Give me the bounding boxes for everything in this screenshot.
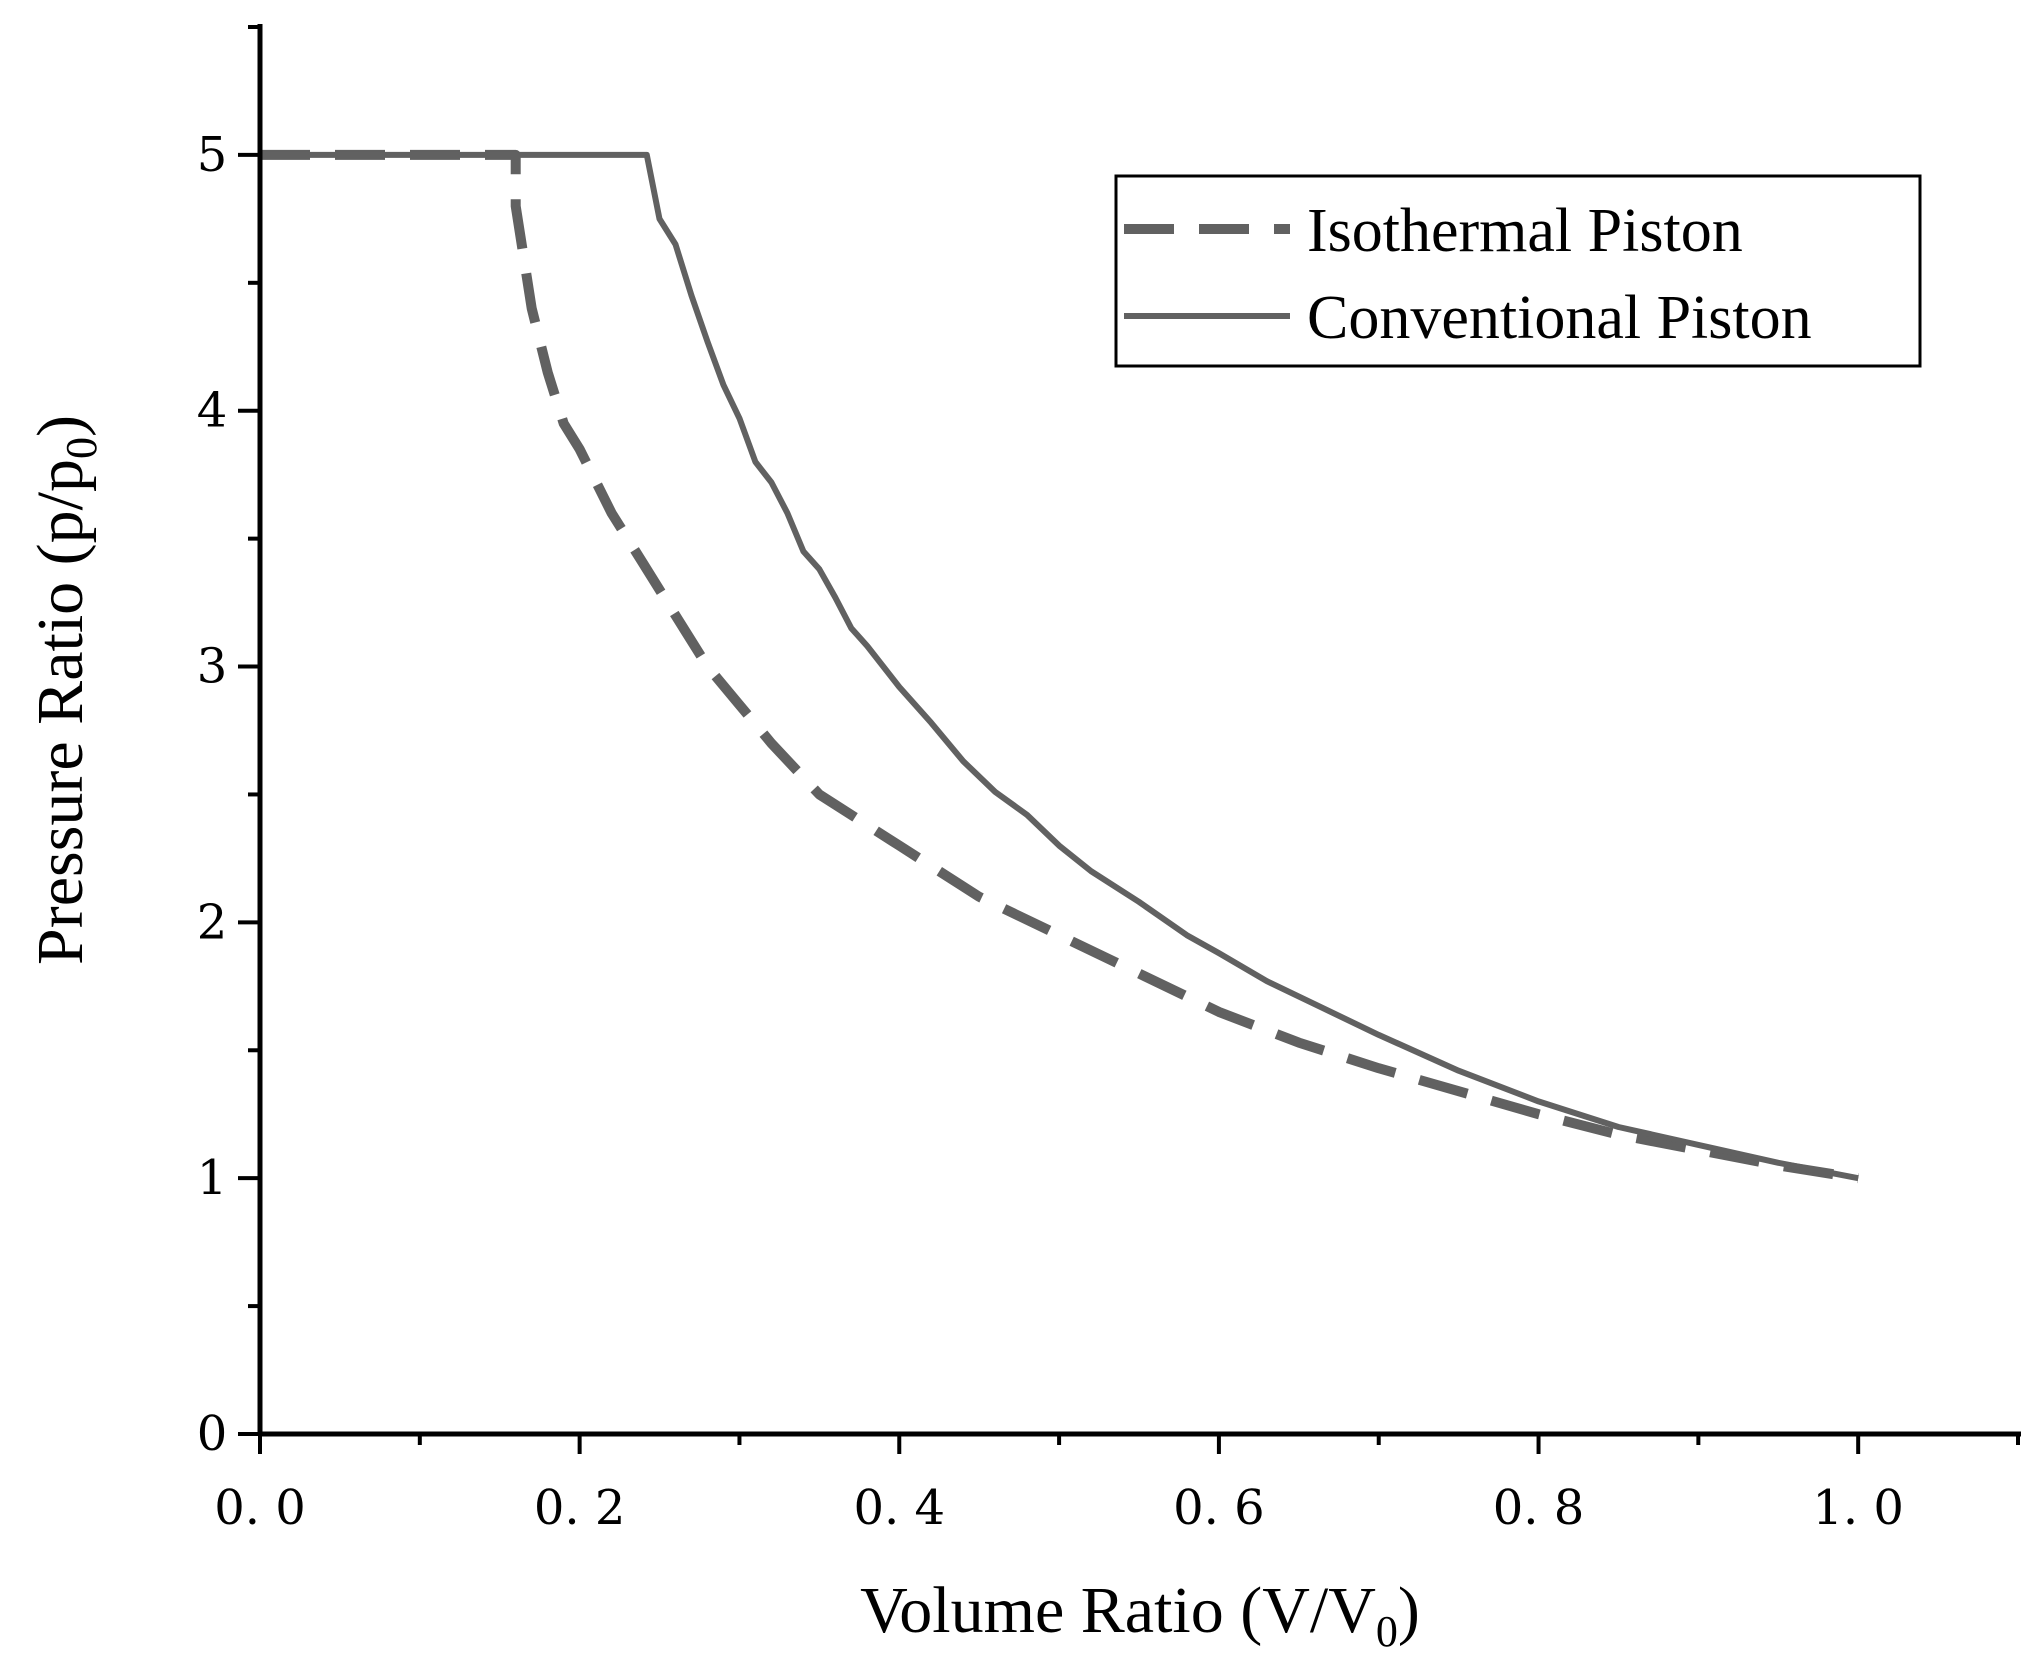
x-tick-label: 0. 0 <box>214 1480 306 1536</box>
x-tick-label: 1. 0 <box>1812 1480 1904 1536</box>
x-axis-title-close: ) <box>1398 1574 1420 1647</box>
axis-ticks: 0. 0 0. 2 0. 4 0. 6 0. 8 1. 0 0 1 2 3 4 5 <box>197 25 2020 1536</box>
x-axis-title: Volume Ratio (V/V0) <box>860 1574 1420 1656</box>
y-tick-label: 4 <box>197 383 228 439</box>
y-tick-label: 0 <box>197 1406 228 1462</box>
y-tick-label: 1 <box>197 1150 228 1206</box>
y-axis-title-close: ) <box>24 415 97 437</box>
y-axis-title-subscript: 0 <box>57 437 106 459</box>
y-axis-title-main: Pressure Ratio (p/p <box>24 459 97 965</box>
y-axis-title: Pressure Ratio (p/p0) <box>24 415 106 965</box>
plot-area <box>260 149 1859 1184</box>
legend-label-conventional: Conventional Piston <box>1307 284 1812 352</box>
y-tick-label: 2 <box>197 894 228 950</box>
x-tick-label: 0. 4 <box>853 1480 945 1536</box>
x-axis-title-main: Volume Ratio (V/V <box>860 1574 1376 1647</box>
series-conventional-line <box>260 151 1859 1182</box>
x-tick-label: 0. 6 <box>1173 1480 1265 1536</box>
x-tick-label: 0. 2 <box>534 1480 626 1536</box>
legend-label-isothermal: Isothermal Piston <box>1307 197 1743 265</box>
series-isothermal-line <box>260 149 1859 1184</box>
y-tick-label: 3 <box>197 639 228 695</box>
x-axis-title-subscript: 0 <box>1376 1607 1398 1656</box>
y-tick-label: 5 <box>197 127 228 183</box>
legend-box <box>1114 174 1922 368</box>
legend: Isothermal Piston Conventional Piston <box>1114 174 1922 368</box>
x-tick-label: 0. 8 <box>1493 1480 1585 1536</box>
